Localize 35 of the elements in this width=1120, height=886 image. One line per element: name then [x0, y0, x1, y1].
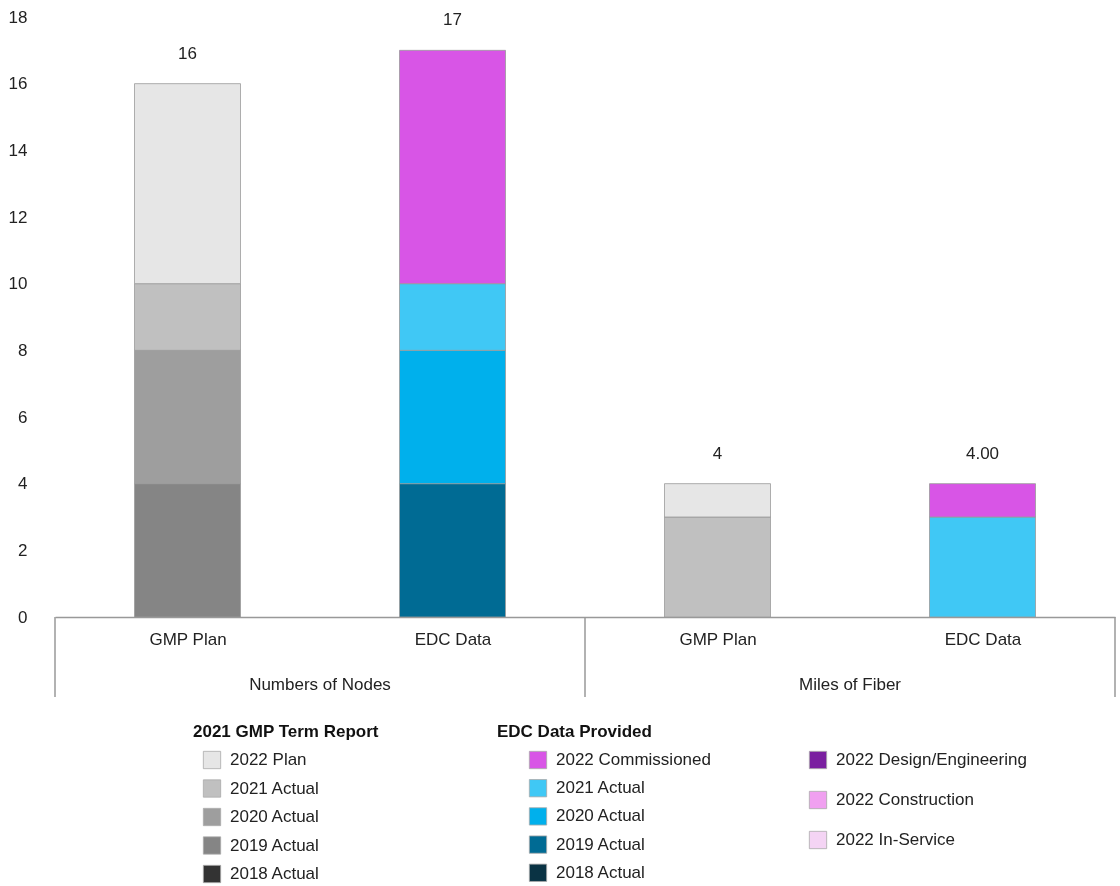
legend-label: 2020 Actual: [230, 807, 319, 826]
total-label: 4.00: [965, 443, 1000, 463]
text: EDC Data Provided: [497, 722, 652, 741]
legend-label: 2020 Actual: [556, 806, 645, 826]
text: Miles of Fiber: [798, 675, 902, 694]
x-tick-label: GMP Plan: [149, 629, 227, 649]
y-tick-label: 0: [18, 607, 28, 627]
legend-label: 2019 Actual: [556, 834, 645, 854]
x-tick-label: GMP Plan: [679, 629, 757, 649]
y-tick-label: 16: [8, 74, 28, 94]
legend-label: 2021 Actual: [230, 778, 319, 798]
legend-label: 2022 Commissioned: [556, 750, 711, 769]
y-tick-label: 18: [8, 7, 28, 27]
x-tick-label: EDC Data: [944, 629, 1022, 649]
legend-label: 2022 Design/Engineering: [836, 750, 1027, 769]
legend-label: 2019 Actual: [230, 835, 319, 855]
total-label: 16: [178, 43, 197, 63]
total-label: 17: [443, 10, 462, 30]
y-tick-label: 12: [8, 207, 28, 227]
y-tick-label: 6: [18, 407, 28, 427]
y-tick-label: 8: [18, 340, 28, 360]
legend-label: 2022 In-Service: [836, 830, 956, 849]
y-tick-label: 2: [18, 540, 28, 560]
y-tick-label: 14: [8, 140, 28, 160]
legend-title: 2021 GMP Term Report: [193, 722, 379, 741]
legend-label: 2018 Actual: [556, 862, 645, 882]
legend-label: 2018 Actual: [230, 864, 319, 883]
legend-label: 2021 Actual: [556, 778, 645, 798]
y-tick-label: 10: [8, 274, 28, 294]
x-tick-label: EDC Data: [414, 629, 492, 649]
total-label: 4: [712, 443, 723, 463]
text: Numbers of Nodes: [249, 675, 391, 694]
y-tick-label: 4: [18, 474, 28, 494]
legend-label: 2022 Plan: [230, 750, 307, 769]
legend-label: 2022 Construction: [836, 790, 974, 809]
